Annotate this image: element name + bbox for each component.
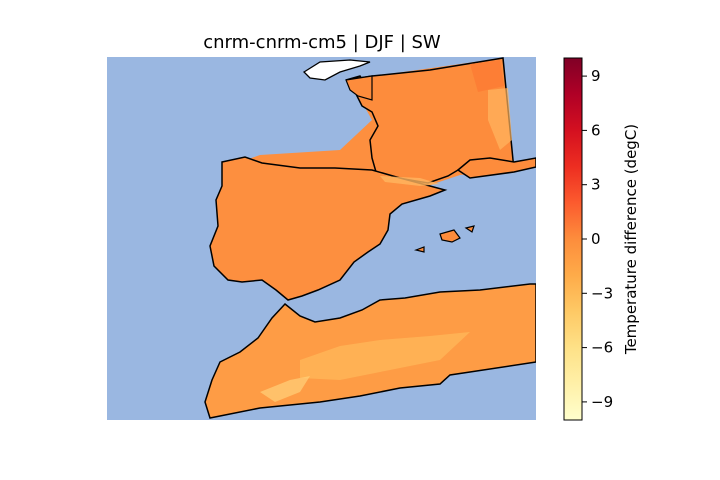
land-italy-edge	[456, 157, 536, 179]
pale-patch-pyrenees	[380, 176, 440, 186]
colorbar-label: Temperature difference (degC)	[622, 124, 640, 355]
colorbar-tick-label: 0	[591, 230, 601, 248]
land-brittany	[345, 75, 373, 101]
pale-patch-sahara	[260, 376, 310, 402]
colorbar-gradient	[563, 57, 583, 421]
land-mallorca	[439, 229, 461, 243]
colorbar-tick-label: 6	[591, 121, 601, 139]
colorbar: 9 6 3 0 −3 −6 −9 Temperature difference (degC)	[563, 57, 640, 421]
pale-patch-alps	[488, 88, 512, 150]
land-england	[302, 59, 371, 81]
dark-patch-north	[470, 60, 504, 92]
colorbar-tick-label: −3	[591, 284, 613, 302]
colorbar-tick-label: 3	[591, 176, 601, 194]
land-ibiza	[413, 246, 425, 253]
land-menorca	[464, 225, 475, 233]
colorbar-ticks: 9 6 3 0 −3 −6 −9	[582, 67, 613, 411]
colorbar-tick-label: 9	[591, 67, 601, 85]
map-panel	[107, 57, 536, 420]
colorbar-tick-label: −9	[591, 393, 613, 411]
map-title: cnrm-cnrm-cm5 | DJF | SW	[203, 32, 441, 53]
land-iberia	[209, 156, 448, 301]
colorbar-tick-label: −6	[591, 339, 613, 357]
pale-patch-algeria	[300, 332, 470, 380]
